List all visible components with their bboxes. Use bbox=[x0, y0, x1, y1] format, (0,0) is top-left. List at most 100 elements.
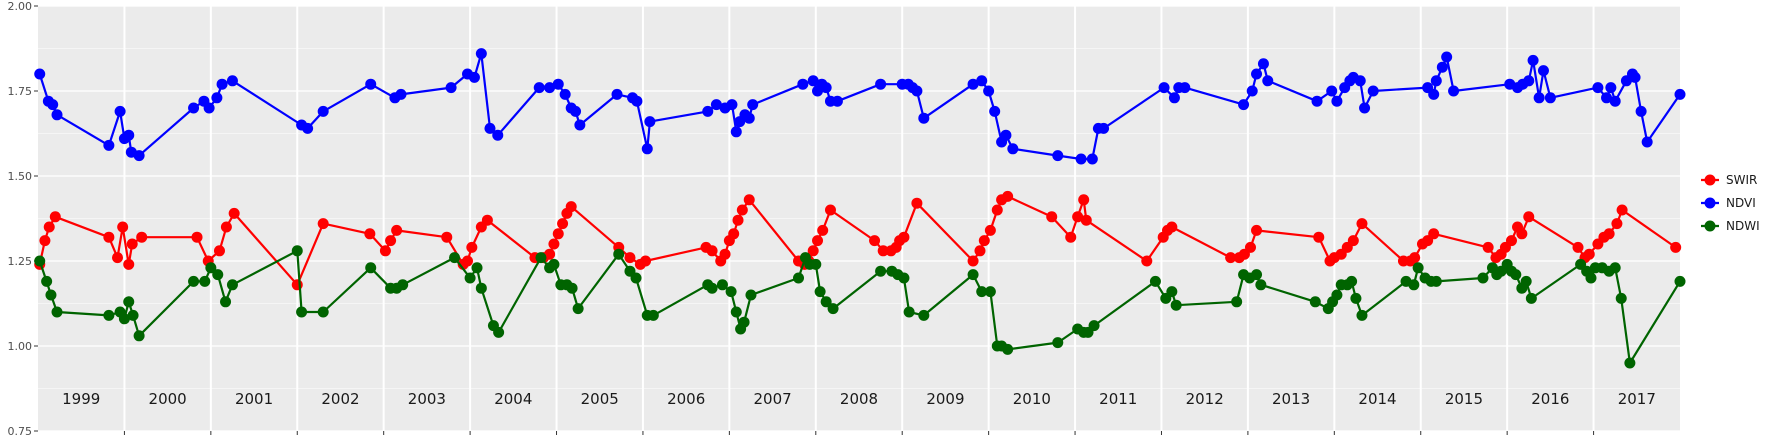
data-point-ndvi bbox=[911, 85, 923, 97]
data-point-ndvi bbox=[641, 143, 653, 155]
data-point-swir bbox=[391, 224, 403, 236]
data-point-ndwi bbox=[630, 272, 642, 284]
data-point-ndwi bbox=[1356, 309, 1368, 321]
data-point-swir bbox=[1516, 228, 1528, 240]
data-point-ndvi bbox=[1544, 92, 1556, 104]
y-tick-label: 1.25 bbox=[8, 255, 33, 268]
data-point-swir bbox=[974, 245, 986, 257]
data-point-swir bbox=[548, 238, 560, 250]
data-point-swir bbox=[624, 252, 636, 264]
data-point-ndwi bbox=[903, 306, 915, 318]
data-point-swir bbox=[640, 255, 652, 267]
data-point-ndwi bbox=[212, 269, 224, 281]
legend-label-ndwi: NDWI bbox=[1726, 219, 1760, 233]
data-point-ndvi bbox=[302, 122, 314, 134]
data-point-swir bbox=[379, 245, 391, 257]
data-point-ndwi bbox=[1477, 272, 1489, 284]
data-point-ndvi bbox=[631, 95, 643, 107]
data-point-swir bbox=[565, 201, 577, 213]
data-point-swir bbox=[1356, 218, 1368, 230]
data-point-ndvi bbox=[1168, 92, 1180, 104]
data-point-ndwi bbox=[51, 306, 63, 318]
data-point-ndwi bbox=[827, 303, 839, 315]
data-point-ndvi bbox=[831, 95, 843, 107]
data-point-swir bbox=[49, 211, 61, 223]
data-point-swir bbox=[317, 218, 329, 230]
data-point-ndvi bbox=[1605, 82, 1617, 94]
data-point-swir bbox=[1603, 228, 1615, 240]
data-point-ndvi bbox=[544, 82, 556, 94]
data-point-swir bbox=[812, 235, 824, 247]
data-point-swir bbox=[706, 245, 718, 257]
data-point-ndvi bbox=[51, 109, 63, 121]
data-point-swir bbox=[385, 235, 397, 247]
data-point-ndwi bbox=[226, 279, 238, 291]
data-point-ndwi bbox=[1609, 262, 1621, 274]
data-point-swir bbox=[719, 248, 731, 260]
data-point-swir bbox=[869, 235, 881, 247]
data-point-ndwi bbox=[820, 296, 832, 308]
data-point-ndwi bbox=[918, 309, 930, 321]
data-point-ndvi bbox=[1311, 95, 1323, 107]
data-point-swir bbox=[1141, 255, 1153, 267]
data-point-ndvi bbox=[1000, 129, 1012, 141]
data-point-ndwi bbox=[967, 269, 979, 281]
data-point-ndwi bbox=[296, 306, 308, 318]
data-point-swir bbox=[817, 224, 829, 236]
data-point-swir bbox=[1080, 214, 1092, 226]
data-point-swir bbox=[978, 235, 990, 247]
data-point-ndvi bbox=[395, 88, 407, 100]
data-point-ndwi bbox=[1520, 275, 1532, 287]
data-point-ndvi bbox=[216, 78, 228, 90]
data-point-ndvi bbox=[820, 82, 832, 94]
data-point-swir bbox=[1225, 252, 1237, 264]
data-point-swir bbox=[1166, 221, 1178, 233]
data-point-ndvi bbox=[570, 105, 582, 117]
year-label: 2001 bbox=[235, 390, 273, 408]
year-label: 2017 bbox=[1618, 390, 1656, 408]
data-point-ndwi bbox=[875, 265, 887, 277]
y-tick-label: 0.75 bbox=[8, 425, 33, 438]
data-point-ndvi bbox=[133, 150, 145, 162]
data-point-ndwi bbox=[738, 316, 750, 328]
data-point-ndvi bbox=[1537, 65, 1549, 77]
legend-key-ndwi bbox=[1704, 220, 1716, 232]
data-point-ndwi bbox=[199, 275, 211, 287]
data-point-ndvi bbox=[1635, 105, 1647, 117]
data-point-ndvi bbox=[1262, 75, 1274, 87]
data-point-ndvi bbox=[1527, 54, 1539, 66]
data-point-ndvi bbox=[559, 88, 571, 100]
data-point-ndwi bbox=[814, 286, 826, 298]
data-point-swir bbox=[911, 197, 923, 209]
data-point-ndvi bbox=[445, 82, 457, 94]
data-point-ndwi bbox=[1170, 299, 1182, 311]
y-tick-label: 1.00 bbox=[8, 340, 33, 353]
data-point-ndvi bbox=[967, 78, 979, 90]
legend: SWIR NDVI NDWI bbox=[1701, 173, 1760, 233]
data-point-ndvi bbox=[644, 116, 656, 128]
data-point-swir bbox=[441, 231, 453, 243]
data-point-ndwi bbox=[127, 309, 139, 321]
data-point-swir bbox=[1409, 252, 1421, 264]
data-point-swir bbox=[1065, 231, 1077, 243]
data-point-ndwi bbox=[1430, 275, 1442, 287]
data-point-ndvi bbox=[1331, 95, 1343, 107]
data-point-ndwi bbox=[566, 282, 578, 294]
data-point-ndvi bbox=[1179, 82, 1191, 94]
data-point-ndwi bbox=[793, 272, 805, 284]
data-point-swir bbox=[1583, 248, 1595, 260]
data-point-ndwi bbox=[449, 252, 461, 264]
data-point-ndvi bbox=[1052, 150, 1064, 162]
data-point-swir bbox=[462, 255, 474, 267]
data-point-swir bbox=[291, 279, 303, 291]
data-point-ndvi bbox=[918, 112, 930, 124]
year-label: 2009 bbox=[926, 390, 964, 408]
year-label: 2002 bbox=[321, 390, 359, 408]
year-label: 2000 bbox=[149, 390, 187, 408]
year-label: 2013 bbox=[1272, 390, 1310, 408]
data-point-ndwi bbox=[123, 296, 135, 308]
year-label: 2010 bbox=[1013, 390, 1051, 408]
data-point-ndwi bbox=[317, 306, 329, 318]
data-point-ndvi bbox=[1007, 143, 1019, 155]
data-point-ndwi bbox=[1408, 279, 1420, 291]
